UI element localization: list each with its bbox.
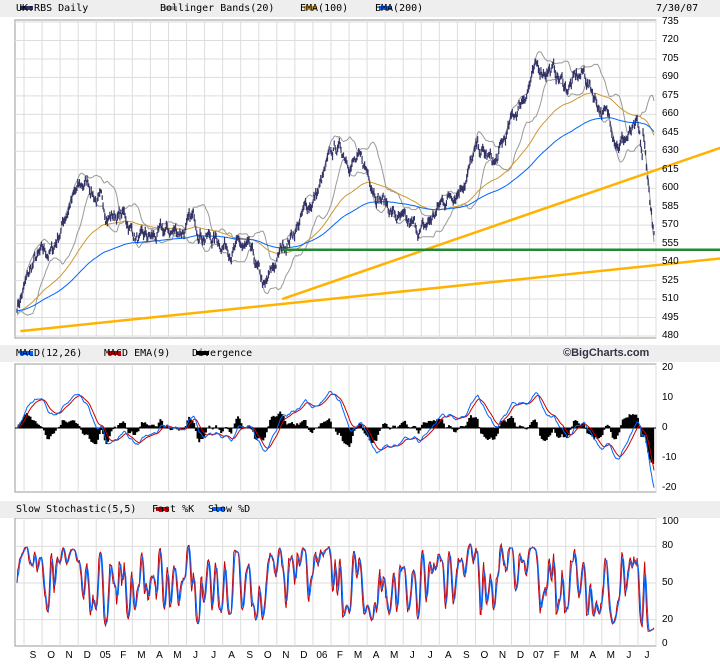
- x-tick-label: M: [570, 650, 579, 661]
- macd-ema-label: MACD EMA(9): [104, 348, 171, 359]
- x-tick-label: F: [120, 650, 127, 661]
- x-tick-label: A: [372, 650, 380, 661]
- x-tick-label: D: [516, 650, 525, 661]
- x-tick-label: F: [336, 650, 344, 661]
- symbol-label: UK:RBS Daily: [16, 3, 89, 14]
- bollinger-lower-line: [16, 78, 655, 316]
- ema100-swatch: [304, 6, 317, 10]
- stoch-panel-header: Slow Stochastic(5,5) Fast %K Slow %D: [0, 501, 720, 518]
- x-tick-label: J: [193, 650, 199, 661]
- divergence-swatch: [196, 351, 209, 355]
- x-tick-label: J: [644, 650, 650, 661]
- trendline: [20, 257, 720, 333]
- y-tick-label: 50: [662, 577, 674, 588]
- fast-k-label: Fast %K: [152, 504, 195, 515]
- y-tick-label: 630: [662, 145, 679, 157]
- y-tick-label: -20: [662, 482, 677, 493]
- slow-d-label: Slow %D: [208, 504, 251, 515]
- x-tick-label: O: [480, 650, 489, 661]
- price-swatch: [20, 6, 33, 10]
- ema100-label: EMA(100): [300, 3, 349, 14]
- x-tick-label: A: [589, 650, 597, 661]
- ema200-label: EMA(200): [375, 3, 424, 14]
- x-tick-label: N: [282, 650, 290, 661]
- macd-signal-line: [16, 393, 655, 471]
- y-tick-label: 705: [662, 52, 679, 64]
- x-tick-label: D: [300, 650, 308, 661]
- x-tick-label: 06: [316, 650, 328, 661]
- x-tick-label: F: [553, 650, 560, 661]
- y-tick-label: 0: [662, 638, 668, 649]
- bollinger-swatch: [164, 6, 177, 10]
- x-tick-label: M: [389, 650, 399, 661]
- y-tick-label: 690: [662, 71, 679, 83]
- fast-k-line: [16, 542, 655, 632]
- x-tick-label: M: [173, 650, 182, 661]
- y-tick-label: 645: [662, 126, 679, 138]
- x-tick-label: S: [29, 650, 37, 661]
- x-tick-label: 07: [533, 650, 545, 661]
- price-panel-header: UK:RBS Daily Bollinger Bands(20) EMA(100…: [0, 0, 720, 17]
- panel-frame: [14, 19, 657, 339]
- macd-panel-header: MACD(12,26) MACD EMA(9) Divergence ©BigC…: [0, 345, 720, 362]
- trendline: [281, 146, 720, 301]
- x-tick-label: N: [498, 650, 507, 661]
- x-tick-label: M: [606, 650, 615, 661]
- x-tick-label: S: [463, 650, 470, 661]
- stoch-label: Slow Stochastic(5,5): [16, 504, 137, 515]
- y-tick-label: 480: [662, 330, 679, 341]
- y-tick-label: 20: [662, 362, 674, 373]
- x-tick-label: D: [83, 650, 91, 661]
- macd-label: MACD(12,26): [16, 348, 83, 359]
- y-tick-label: 720: [662, 34, 679, 46]
- macd-line: [16, 390, 655, 488]
- y-tick-label: 525: [662, 274, 679, 286]
- x-tick-label: M: [137, 650, 146, 661]
- x-tick-label: M: [353, 650, 363, 661]
- y-tick-label: 540: [662, 256, 679, 268]
- ema100-line: [16, 92, 655, 312]
- x-tick-label: O: [47, 650, 55, 661]
- x-tick-label: J: [409, 650, 415, 661]
- y-tick-label: 100: [662, 516, 679, 527]
- x-tick-label: N: [65, 650, 73, 661]
- ema200-swatch: [379, 6, 392, 10]
- y-tick-label: 510: [662, 293, 679, 305]
- y-tick-label: 615: [662, 163, 679, 175]
- bigcharts-logo[interactable]: ©BigCharts.com: [563, 347, 650, 359]
- x-tick-label: O: [263, 650, 272, 661]
- slow-d-swatch: [212, 507, 225, 511]
- x-tick-label: J: [427, 650, 433, 661]
- panel-frame: [14, 517, 657, 647]
- fast-k-swatch: [156, 507, 169, 511]
- x-tick-label: J: [626, 650, 632, 661]
- y-tick-label: 735: [662, 16, 679, 27]
- divergence-label: Divergence: [192, 348, 253, 359]
- x-tick-label: A: [444, 650, 452, 661]
- bollinger-label: Bollinger Bands(20): [160, 3, 275, 14]
- y-tick-label: 495: [662, 311, 679, 323]
- y-tick-label: 80: [662, 540, 674, 552]
- x-tick-label: S: [246, 650, 254, 661]
- x-tick-label: 05: [99, 650, 111, 661]
- y-tick-label: 675: [662, 89, 679, 101]
- y-tick-label: -10: [662, 452, 677, 463]
- date-label: 7/30/07: [656, 3, 699, 14]
- x-tick-label: A: [228, 650, 235, 661]
- x-tick-label: A: [156, 650, 163, 661]
- y-tick-label: 585: [662, 200, 679, 212]
- y-tick-label: 20: [662, 613, 674, 625]
- macd-swatch: [20, 351, 33, 355]
- y-tick-label: 10: [662, 392, 674, 403]
- signal-swatch: [108, 351, 121, 355]
- ema200-line: [16, 117, 655, 312]
- y-tick-label: 600: [662, 182, 679, 194]
- y-tick-label: 660: [662, 108, 679, 120]
- y-tick-label: 555: [662, 237, 679, 249]
- y-tick-label: 0: [662, 422, 668, 433]
- slow-d-line: [16, 543, 655, 632]
- y-tick-label: 570: [662, 219, 679, 231]
- x-tick-label: J: [211, 650, 217, 661]
